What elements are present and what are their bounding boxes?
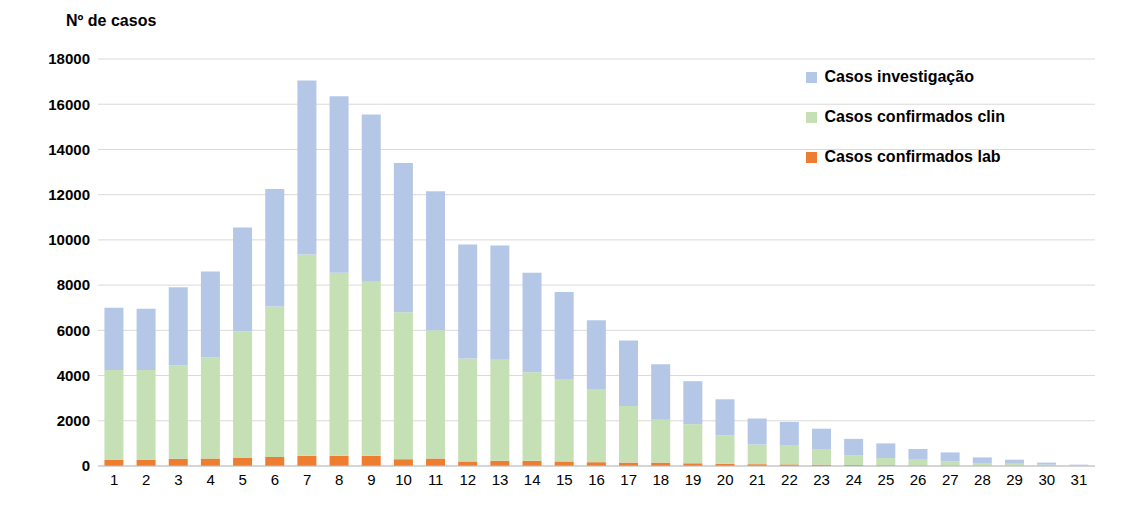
svg-text:24: 24	[845, 471, 862, 488]
html-text:Casos confirmados lab: Casos confirmados lab	[824, 148, 1001, 165]
svg-text:28: 28	[974, 471, 991, 488]
svg-text:13: 13	[492, 471, 509, 488]
svg-text:23: 23	[813, 471, 830, 488]
svg-text:5: 5	[239, 471, 247, 488]
svg-text:4000: 4000	[57, 367, 90, 384]
svg-text:18: 18	[652, 471, 669, 488]
html-text:Casos investigação: Casos investigação	[824, 68, 974, 85]
svg-text:12: 12	[460, 471, 477, 488]
svg-text:20: 20	[717, 471, 734, 488]
svg-text:18000: 18000	[48, 50, 90, 67]
svg-text:1: 1	[110, 471, 118, 488]
svg-text:12000: 12000	[48, 186, 90, 203]
svg-text:3: 3	[174, 471, 182, 488]
svg-text:2000: 2000	[57, 412, 90, 429]
svg-text:11: 11	[428, 471, 444, 488]
svg-text:4: 4	[206, 471, 214, 488]
svg-text:25: 25	[878, 471, 895, 488]
svg-text:31: 31	[1071, 471, 1088, 488]
svg-text:17: 17	[620, 471, 637, 488]
html-text:Casos confirmados clin: Casos confirmados clin	[824, 108, 1005, 125]
svg-text:16: 16	[588, 471, 605, 488]
svg-text:8000: 8000	[57, 276, 90, 293]
html-text:Nº de casos: Nº de casos	[66, 12, 157, 29]
svg-text:27: 27	[942, 471, 959, 488]
svg-text:0: 0	[82, 457, 90, 474]
svg-text:14: 14	[524, 471, 541, 488]
svg-text:21: 21	[749, 471, 766, 488]
svg-text:14000: 14000	[48, 141, 90, 158]
svg-text:6: 6	[271, 471, 279, 488]
svg-text:6000: 6000	[57, 322, 90, 339]
svg-text:7: 7	[303, 471, 311, 488]
svg-text:10: 10	[395, 471, 412, 488]
svg-text:8: 8	[335, 471, 343, 488]
svg-text:2: 2	[142, 471, 150, 488]
svg-text:19: 19	[685, 471, 702, 488]
svg-text:9: 9	[367, 471, 375, 488]
svg-text:22: 22	[781, 471, 798, 488]
svg-text:15: 15	[556, 471, 573, 488]
svg-text:29: 29	[1006, 471, 1023, 488]
svg-text:16000: 16000	[48, 96, 90, 113]
svg-text:30: 30	[1038, 471, 1055, 488]
svg-text:26: 26	[910, 471, 927, 488]
svg-text:10000: 10000	[48, 231, 90, 248]
